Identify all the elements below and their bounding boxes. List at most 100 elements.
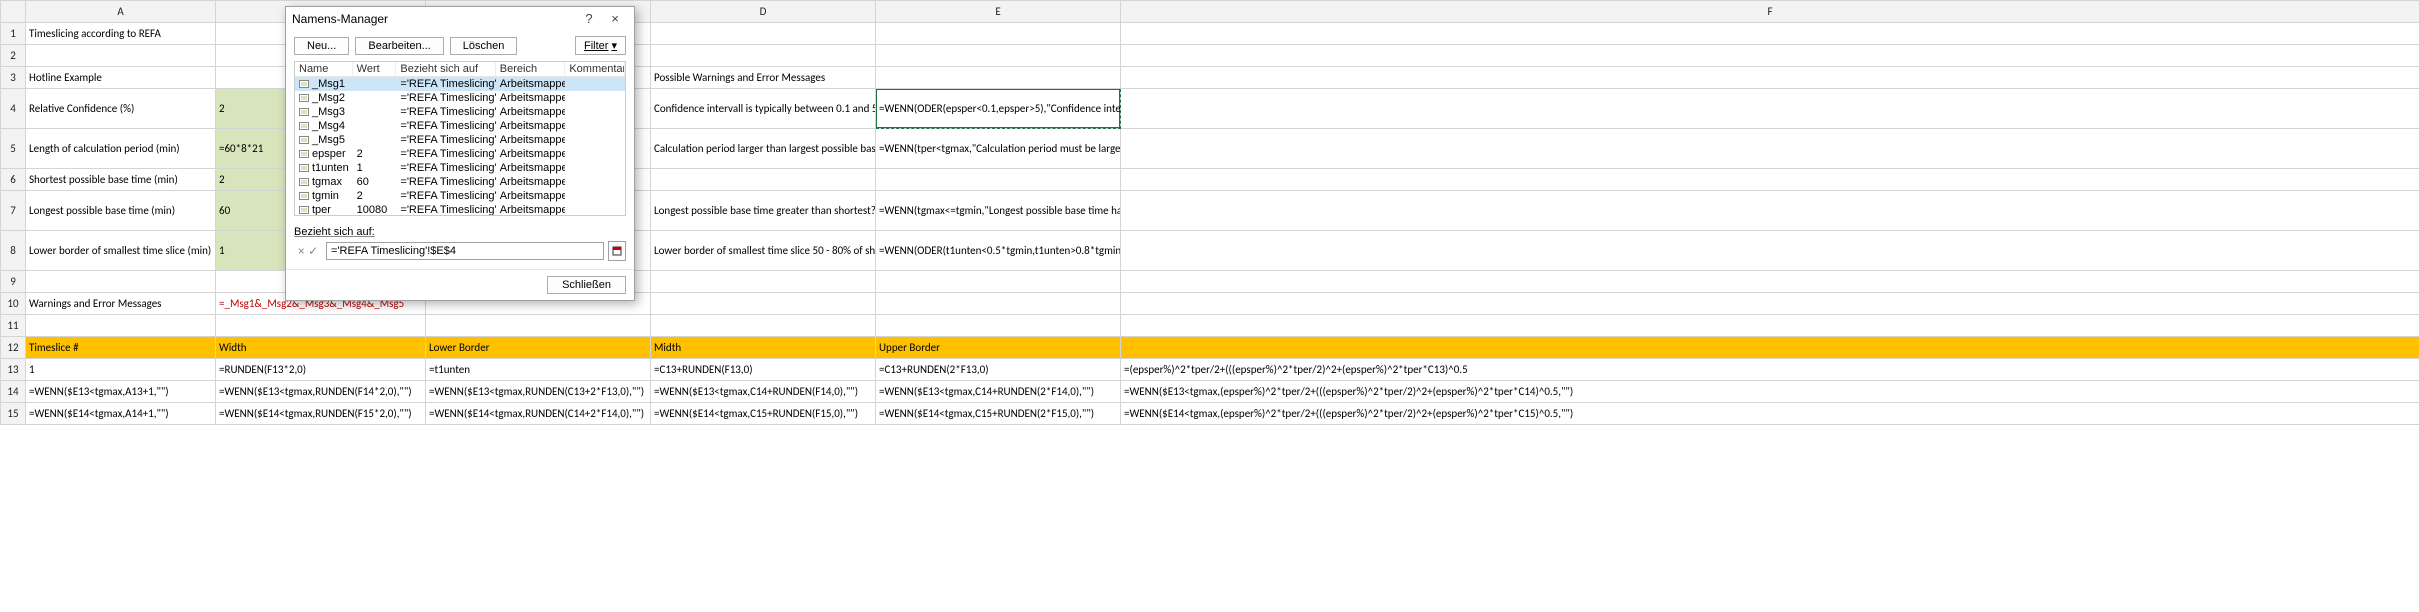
cell-D13[interactable]: =C13+RUNDEN(F13,0) bbox=[651, 359, 876, 381]
select-all-corner[interactable] bbox=[1, 1, 26, 23]
cell-F5[interactable] bbox=[1121, 129, 2419, 169]
cell-E2[interactable] bbox=[876, 45, 1121, 67]
cell-E10[interactable] bbox=[876, 293, 1121, 315]
row-header[interactable]: 7 bbox=[1, 191, 26, 231]
cell-E11[interactable] bbox=[876, 315, 1121, 337]
cell-A4[interactable]: Relative Confidence (%) bbox=[26, 89, 216, 129]
cell-D7[interactable]: Longest possible base time greater than … bbox=[651, 191, 876, 231]
cell-D15[interactable]: =WENN($E14<tgmax,C15+RUNDEN(F15,0),"") bbox=[651, 403, 876, 425]
cell-E5[interactable]: =WENN(tper<tgmax,"Calculation period mus… bbox=[876, 129, 1121, 169]
name-row[interactable]: _Msg3='REFA Timeslicing'!$E$6Arbeitsmapp… bbox=[295, 105, 625, 119]
cell-D1[interactable] bbox=[651, 23, 876, 45]
cell-A2[interactable] bbox=[26, 45, 216, 67]
cell-B11[interactable] bbox=[216, 315, 426, 337]
cell-D2[interactable] bbox=[651, 45, 876, 67]
cell-A6[interactable]: Shortest possible base time (min) bbox=[26, 169, 216, 191]
cell-A15[interactable]: =WENN($E14<tgmax,A14+1,"") bbox=[26, 403, 216, 425]
cell-B13[interactable]: =RUNDEN(F13*2,0) bbox=[216, 359, 426, 381]
cell-A11[interactable] bbox=[26, 315, 216, 337]
cell-D6[interactable] bbox=[651, 169, 876, 191]
new-button[interactable]: Neu... bbox=[294, 37, 349, 55]
name-row[interactable]: _Msg1='REFA Timeslicing'!$E$4Arbeitsmapp… bbox=[295, 77, 625, 91]
cell-C12[interactable]: Lower Border bbox=[426, 337, 651, 359]
cell-A14[interactable]: =WENN($E13<tgmax,A13+1,"") bbox=[26, 381, 216, 403]
range-picker-icon[interactable] bbox=[608, 241, 626, 261]
row-header[interactable]: 6 bbox=[1, 169, 26, 191]
cell-A12[interactable]: Timeslice # bbox=[26, 337, 216, 359]
cell-F3[interactable] bbox=[1121, 67, 2419, 89]
cell-E7[interactable]: =WENN(tgmax<=tgmin,"Longest possible bas… bbox=[876, 191, 1121, 231]
row-header[interactable]: 14 bbox=[1, 381, 26, 403]
name-row[interactable]: tper10080='REFA Timeslicing'!$B$5Arbeits… bbox=[295, 203, 625, 216]
cell-E3[interactable] bbox=[876, 67, 1121, 89]
cell-C14[interactable]: =WENN($E13<tgmax,RUNDEN(C13+2*F13,0),"") bbox=[426, 381, 651, 403]
cell-D9[interactable] bbox=[651, 271, 876, 293]
cell-B14[interactable]: =WENN($E13<tgmax,RUNDEN(F14*2,0),"") bbox=[216, 381, 426, 403]
col-header-A[interactable]: A bbox=[26, 1, 216, 23]
row-header[interactable]: 15 bbox=[1, 403, 26, 425]
row-header[interactable]: 13 bbox=[1, 359, 26, 381]
cell-E15[interactable]: =WENN($E14<tgmax,C15+RUNDEN(2*F15,0),"") bbox=[876, 403, 1121, 425]
name-row[interactable]: tgmax60='REFA Timeslicing'!$B$7Arbeitsma… bbox=[295, 175, 625, 189]
refersto-input[interactable] bbox=[326, 242, 604, 260]
cell-A1[interactable]: Timeslicing according to REFA bbox=[26, 23, 216, 45]
cell-E8[interactable]: =WENN(ODER(t1unten<0.5*tgmin,t1unten>0.8… bbox=[876, 231, 1121, 271]
cell-A8[interactable]: Lower border of smallest time slice (min… bbox=[26, 231, 216, 271]
help-icon[interactable]: ? bbox=[576, 11, 602, 26]
col-header-F[interactable]: F bbox=[1121, 1, 2419, 23]
cell-B12[interactable]: Width bbox=[216, 337, 426, 359]
cell-D8[interactable]: Lower border of smallest time slice 50 -… bbox=[651, 231, 876, 271]
col-header-D[interactable]: D bbox=[651, 1, 876, 23]
filter-button[interactable]: Filter▾ bbox=[575, 36, 626, 55]
cell-E14[interactable]: =WENN($E13<tgmax,C14+RUNDEN(2*F14,0),"") bbox=[876, 381, 1121, 403]
name-list[interactable]: Name Wert Bezieht sich auf Bereich Komme… bbox=[294, 61, 626, 216]
col-header-E[interactable]: E bbox=[876, 1, 1121, 23]
row-header[interactable]: 9 bbox=[1, 271, 26, 293]
cell-D3[interactable]: Possible Warnings and Error Messages bbox=[651, 67, 876, 89]
cell-C11[interactable] bbox=[426, 315, 651, 337]
name-row[interactable]: _Msg2='REFA Timeslicing'!$E$5Arbeitsmapp… bbox=[295, 91, 625, 105]
close-icon[interactable]: × bbox=[602, 11, 628, 26]
cancel-edit-icon[interactable]: × ✓ bbox=[294, 244, 322, 258]
cell-D14[interactable]: =WENN($E13<tgmax,C14+RUNDEN(F14,0),"") bbox=[651, 381, 876, 403]
close-button[interactable]: Schließen bbox=[547, 276, 626, 294]
row-header[interactable]: 12 bbox=[1, 337, 26, 359]
cell-D5[interactable]: Calculation period larger than largest p… bbox=[651, 129, 876, 169]
cell-F9[interactable] bbox=[1121, 271, 2419, 293]
dialog-titlebar[interactable]: Namens-Manager ? × bbox=[286, 7, 634, 30]
cell-D11[interactable] bbox=[651, 315, 876, 337]
cell-A13[interactable]: 1 bbox=[26, 359, 216, 381]
cell-F15[interactable]: =WENN($E14<tgmax,(epsper%)^2*tper/2+(((e… bbox=[1121, 403, 2419, 425]
cell-D12[interactable]: Midth bbox=[651, 337, 876, 359]
name-row[interactable]: t1unten1='REFA Timeslicing'!$B$8Arbeitsm… bbox=[295, 161, 625, 175]
cell-E6[interactable] bbox=[876, 169, 1121, 191]
cell-E12[interactable]: Upper Border bbox=[876, 337, 1121, 359]
cell-E1[interactable] bbox=[876, 23, 1121, 45]
row-header[interactable]: 10 bbox=[1, 293, 26, 315]
cell-A10[interactable]: Warnings and Error Messages bbox=[26, 293, 216, 315]
cell-F2[interactable] bbox=[1121, 45, 2419, 67]
cell-C15[interactable]: =WENN($E14<tgmax,RUNDEN(C14+2*F14,0),"") bbox=[426, 403, 651, 425]
cell-F12[interactable] bbox=[1121, 337, 2419, 359]
cell-A7[interactable]: Longest possible base time (min) bbox=[26, 191, 216, 231]
cell-F8[interactable] bbox=[1121, 231, 2419, 271]
cell-E9[interactable] bbox=[876, 271, 1121, 293]
row-header[interactable]: 5 bbox=[1, 129, 26, 169]
cell-F1[interactable] bbox=[1121, 23, 2419, 45]
row-header[interactable]: 11 bbox=[1, 315, 26, 337]
cell-F4[interactable] bbox=[1121, 89, 2419, 129]
cell-A9[interactable] bbox=[26, 271, 216, 293]
cell-F6[interactable] bbox=[1121, 169, 2419, 191]
row-header[interactable]: 4 bbox=[1, 89, 26, 129]
row-header[interactable]: 2 bbox=[1, 45, 26, 67]
cell-E13[interactable]: =C13+RUNDEN(2*F13,0) bbox=[876, 359, 1121, 381]
cell-D4[interactable]: Confidence intervall is typically betwee… bbox=[651, 89, 876, 129]
cell-F13[interactable]: =(epsper%)^2*tper/2+(((epsper%)^2*tper/2… bbox=[1121, 359, 2419, 381]
cell-F11[interactable] bbox=[1121, 315, 2419, 337]
cell-F7[interactable] bbox=[1121, 191, 2419, 231]
row-header[interactable]: 1 bbox=[1, 23, 26, 45]
cell-B15[interactable]: =WENN($E14<tgmax,RUNDEN(F15*2,0),"") bbox=[216, 403, 426, 425]
name-row[interactable]: tgmin2='REFA Timeslicing'!$B$6Arbeitsmap… bbox=[295, 189, 625, 203]
edit-button[interactable]: Bearbeiten... bbox=[355, 37, 443, 55]
cell-F14[interactable]: =WENN($E13<tgmax,(epsper%)^2*tper/2+(((e… bbox=[1121, 381, 2419, 403]
